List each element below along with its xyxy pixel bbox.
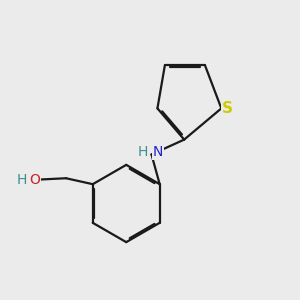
Text: O: O [29, 173, 40, 187]
Text: H: H [17, 173, 27, 187]
Text: N: N [153, 145, 163, 159]
Text: S: S [222, 101, 233, 116]
Text: H: H [138, 145, 148, 159]
